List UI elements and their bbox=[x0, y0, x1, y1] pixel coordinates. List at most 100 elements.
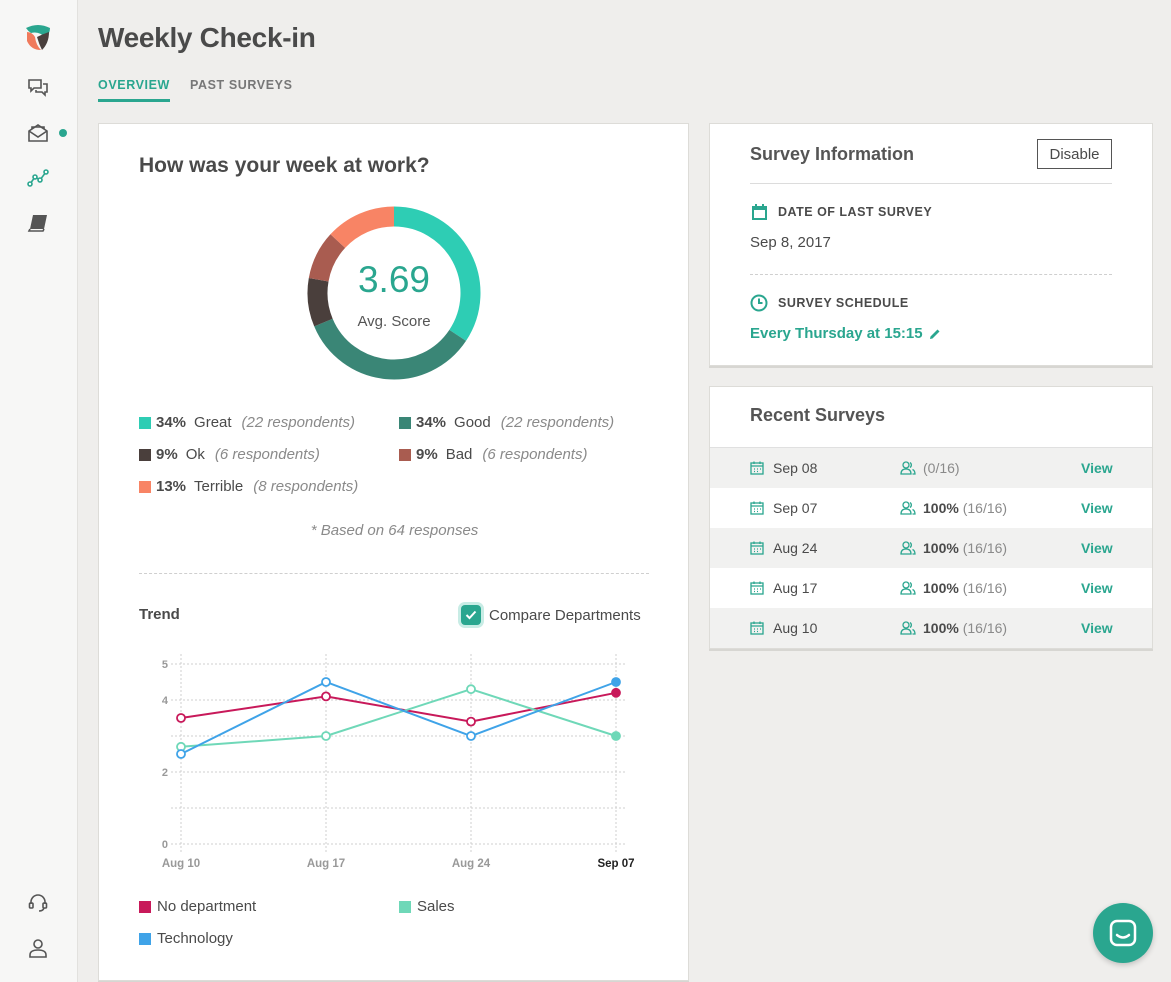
response-count: (16/16) bbox=[962, 620, 1008, 636]
calendar-icon bbox=[750, 203, 768, 221]
survey-responses: 100% (16/16) bbox=[923, 500, 1007, 516]
breakdown-swatch bbox=[139, 480, 151, 493]
view-survey-link[interactable]: View bbox=[1081, 580, 1113, 596]
pencil-icon[interactable] bbox=[929, 328, 941, 340]
breakdown-great: 34% Great (22 respondents) bbox=[139, 414, 355, 431]
view-survey-link[interactable]: View bbox=[1081, 540, 1113, 556]
calendar-icon bbox=[750, 581, 764, 595]
survey-date: Aug 10 bbox=[773, 620, 818, 636]
view-survey-link[interactable]: View bbox=[1081, 460, 1113, 476]
tab-past-surveys[interactable]: PAST SURVEYS bbox=[189, 78, 293, 92]
breakdown-respondents: (22 respondents) bbox=[500, 414, 615, 431]
envelope-icon[interactable] bbox=[25, 120, 51, 146]
data-point bbox=[176, 749, 186, 759]
headset-icon[interactable] bbox=[25, 890, 51, 916]
response-rate: 100% bbox=[923, 580, 959, 596]
respondents-icon bbox=[900, 541, 916, 555]
chat-bubbles-icon[interactable] bbox=[25, 75, 51, 101]
last-survey-label: DATE OF LAST SURVEY bbox=[750, 203, 932, 221]
survey-date: Aug 24 bbox=[773, 540, 818, 556]
chat-launcher-button[interactable] bbox=[1093, 903, 1153, 963]
data-point bbox=[466, 731, 476, 741]
x-tick-label: Aug 24 bbox=[452, 858, 491, 870]
x-tick-label: Aug 10 bbox=[162, 858, 200, 870]
response-count: (16/16) bbox=[962, 580, 1008, 596]
breakdown-terrible: 13% Terrible (8 respondents) bbox=[139, 478, 358, 495]
response-rate: 100% bbox=[923, 620, 959, 636]
survey-date: Sep 08 bbox=[773, 460, 818, 476]
survey-responses: 100% (16/16) bbox=[923, 580, 1007, 596]
calendar-icon bbox=[750, 501, 764, 515]
avg-score-label: Avg. Score bbox=[357, 313, 431, 330]
breakdown-swatch bbox=[139, 448, 151, 461]
response-rate: 100% bbox=[923, 540, 959, 556]
y-tick-label: 4 bbox=[162, 695, 169, 707]
logo-icon[interactable] bbox=[23, 23, 53, 53]
table-row: Aug 17 100% (16/16) View bbox=[710, 568, 1152, 608]
checkbox-checked-icon[interactable] bbox=[461, 605, 481, 625]
response-rate: 100% bbox=[923, 500, 959, 516]
trend-title: Trend bbox=[139, 606, 180, 623]
breakdown-label: Great bbox=[194, 414, 232, 431]
breakdown-label: Ok bbox=[185, 446, 205, 463]
legend-label: Technology bbox=[157, 930, 233, 947]
divider bbox=[139, 573, 649, 574]
calendar-icon bbox=[750, 541, 764, 555]
series-line-technology bbox=[180, 680, 617, 755]
legend-sales: Sales bbox=[399, 898, 455, 915]
breakdown-good: 34% Good (22 respondents) bbox=[399, 414, 614, 431]
compare-departments-checkbox[interactable]: Compare Departments bbox=[461, 605, 641, 625]
breakdown-respondents: (6 respondents) bbox=[482, 446, 588, 463]
donut-slice-bad bbox=[308, 234, 346, 282]
breakdown-respondents: (6 respondents) bbox=[214, 446, 320, 463]
schedule-value[interactable]: Every Thursday at 15:15 bbox=[750, 325, 941, 342]
breakdown-swatch bbox=[399, 448, 411, 461]
user-icon[interactable] bbox=[25, 935, 51, 961]
book-icon[interactable] bbox=[25, 210, 51, 236]
survey-results-card: How was your week at work? 3.69 Avg. Sco… bbox=[98, 123, 689, 981]
breakdown-pct: 9% bbox=[416, 446, 438, 463]
breakdown-label: Terrible bbox=[194, 478, 244, 495]
y-tick-label: 2 bbox=[162, 767, 168, 779]
survey-date: Aug 17 bbox=[773, 580, 818, 596]
schedule-value-text: Every Thursday at 15:15 bbox=[750, 325, 923, 342]
divider bbox=[750, 274, 1112, 275]
tab-overview[interactable]: OVERVIEW bbox=[98, 78, 170, 102]
calendar-icon bbox=[750, 621, 764, 635]
score-donut: 3.69 Avg. Score bbox=[306, 205, 482, 381]
schedule-label-text: SURVEY SCHEDULE bbox=[778, 296, 909, 310]
recent-surveys-title: Recent Surveys bbox=[750, 405, 886, 425]
table-row: Aug 10 100% (16/16) View bbox=[710, 608, 1152, 648]
breakdown-pct: 9% bbox=[156, 446, 178, 463]
responses-note: * Based on 64 responses bbox=[310, 522, 479, 539]
survey-responses: (0/16) bbox=[923, 460, 960, 476]
schedule-label: SURVEY SCHEDULE bbox=[750, 294, 909, 312]
breakdown-pct: 13% bbox=[156, 478, 187, 495]
analytics-icon[interactable] bbox=[25, 165, 51, 191]
breakdown-pct: 34% bbox=[416, 414, 447, 431]
last-survey-value: Sep 8, 2017 bbox=[750, 234, 831, 251]
survey-question: How was your week at work? bbox=[139, 154, 430, 177]
tab-bar: OVERVIEW PAST SURVEYS bbox=[98, 78, 293, 102]
response-count: (0/16) bbox=[923, 460, 960, 476]
series-line-sales bbox=[180, 688, 617, 748]
breakdown-pct: 34% bbox=[156, 414, 187, 431]
respondents-icon bbox=[900, 581, 916, 595]
survey-responses: 100% (16/16) bbox=[923, 540, 1007, 556]
data-point bbox=[176, 713, 186, 723]
table-row: Aug 24 100% (16/16) View bbox=[710, 528, 1152, 568]
notification-dot bbox=[59, 129, 67, 137]
disable-button[interactable]: Disable bbox=[1037, 139, 1112, 169]
breakdown-respondents: (22 respondents) bbox=[241, 414, 355, 431]
legend-technology: Technology bbox=[139, 930, 233, 947]
breakdown-swatch bbox=[399, 416, 411, 429]
x-tick-label: Aug 17 bbox=[307, 858, 345, 870]
survey-date: Sep 07 bbox=[773, 500, 818, 516]
view-survey-link[interactable]: View bbox=[1081, 500, 1113, 516]
calendar-icon bbox=[750, 461, 764, 475]
table-row: Sep 07 100% (16/16) View bbox=[710, 488, 1152, 528]
view-survey-link[interactable]: View bbox=[1081, 620, 1113, 636]
legend-label: Sales bbox=[417, 898, 455, 915]
legend-swatch bbox=[139, 932, 151, 945]
table-row: Sep 08 (0/16) View bbox=[710, 448, 1152, 488]
